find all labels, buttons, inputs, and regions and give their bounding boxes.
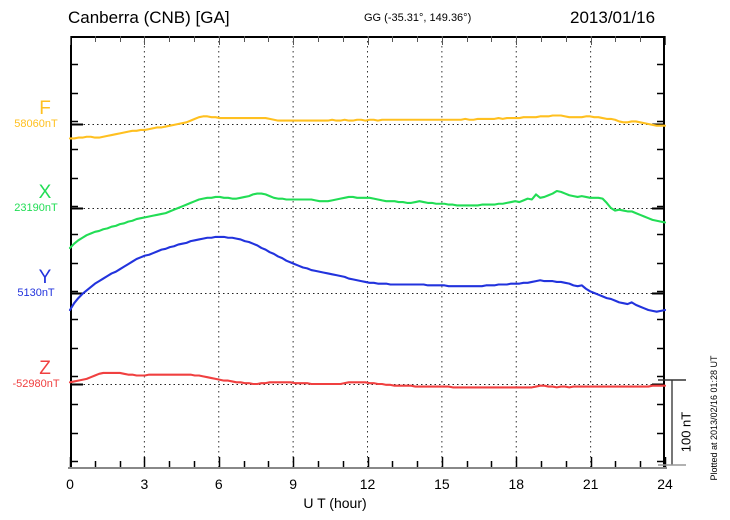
x-tick-label-24: 24 bbox=[657, 476, 673, 492]
x-tick-label-0: 0 bbox=[66, 476, 74, 492]
x-axis-title: U T (hour) bbox=[303, 495, 367, 511]
component-letter-f: F bbox=[39, 98, 51, 119]
plot-frame bbox=[70, 36, 665, 468]
component-letter-z: Z bbox=[39, 358, 51, 379]
plotted-timestamp: Plotted at 2013/02/16 01:28 UT bbox=[709, 355, 719, 481]
x-tick-label-9: 9 bbox=[289, 476, 298, 492]
x-tick-label-21: 21 bbox=[582, 476, 599, 492]
x-tick-label-15: 15 bbox=[434, 476, 450, 492]
component-letter-x: X bbox=[38, 182, 52, 203]
component-baseline-y: 5130nT bbox=[17, 287, 55, 299]
component-baseline-f: 58060nT bbox=[14, 118, 58, 130]
scale-bar-label: 100 nT bbox=[678, 411, 694, 453]
geographic-coordinates: GG (-35.31°, 149.36°) bbox=[364, 12, 472, 24]
component-baseline-z: -52980nT bbox=[12, 378, 60, 390]
x-tick-label-12: 12 bbox=[359, 476, 376, 492]
x-tick-label-18: 18 bbox=[508, 476, 525, 492]
component-letter-y: Y bbox=[38, 267, 52, 288]
x-tick-label-3: 3 bbox=[140, 476, 149, 492]
x-tick-label-6: 6 bbox=[214, 476, 223, 492]
page-title: Canberra (CNB) [GA] bbox=[68, 8, 230, 27]
observation-date: 2013/01/16 bbox=[570, 8, 656, 27]
component-baseline-x: 23190nT bbox=[14, 202, 58, 214]
